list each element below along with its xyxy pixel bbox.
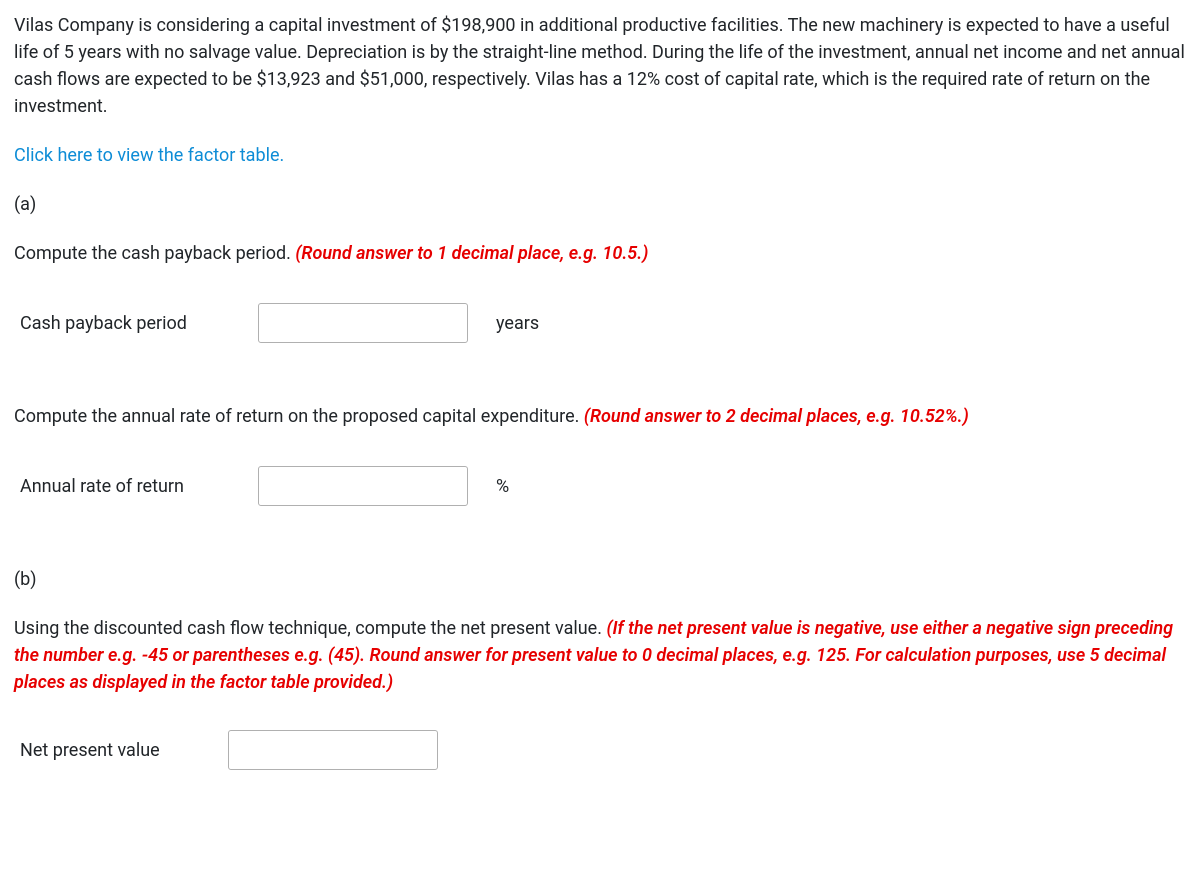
payback-prompt-text: Compute the cash payback period. [14, 243, 295, 264]
payback-input-row: Cash payback period years [14, 303, 1186, 343]
payback-unit: years [496, 310, 539, 337]
npv-input-row: Net present value [14, 730, 1186, 770]
arr-input-row: Annual rate of return % [14, 466, 1186, 506]
factor-table-link[interactable]: Click here to view the factor table. [14, 142, 1186, 169]
part-b-label: (b) [14, 566, 1186, 593]
payback-input[interactable] [258, 303, 468, 343]
part-a-label: (a) [14, 191, 1186, 218]
problem-intro: Vilas Company is considering a capital i… [14, 12, 1186, 120]
npv-prompt-text: Using the discounted cash flow technique… [14, 618, 606, 639]
payback-prompt: Compute the cash payback period. (Round … [14, 240, 1186, 267]
arr-prompt: Compute the annual rate of return on the… [14, 403, 1186, 430]
payback-prompt-hint: (Round answer to 1 decimal place, e.g. 1… [295, 243, 648, 264]
arr-prompt-hint: (Round answer to 2 decimal places, e.g. … [584, 406, 969, 427]
arr-label: Annual rate of return [20, 473, 230, 500]
arr-prompt-text: Compute the annual rate of return on the… [14, 406, 584, 427]
npv-prompt: Using the discounted cash flow technique… [14, 615, 1186, 696]
npv-input[interactable] [228, 730, 438, 770]
arr-input[interactable] [258, 466, 468, 506]
payback-label: Cash payback period [20, 310, 230, 337]
arr-unit: % [496, 473, 509, 500]
npv-label: Net present value [20, 737, 200, 764]
